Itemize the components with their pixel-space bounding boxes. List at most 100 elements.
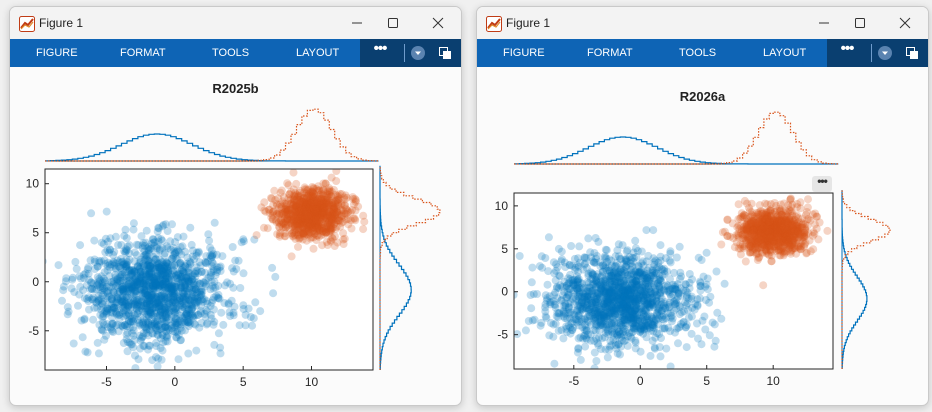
scatter-point (154, 320, 163, 329)
scatter-point (225, 308, 234, 317)
chevron-down-icon[interactable] (878, 46, 892, 60)
scatter-point (144, 306, 153, 315)
minimize-button[interactable] (814, 13, 834, 33)
scatter-point (197, 295, 206, 304)
scatter-point (169, 296, 178, 304)
scatter-point (607, 256, 616, 265)
scatter-point (757, 231, 766, 240)
scatter-point (59, 282, 68, 291)
scatter-point (309, 213, 318, 222)
scatter-point (151, 282, 160, 291)
title-bar[interactable]: Figure 1 (10, 7, 461, 39)
scatter-point (192, 346, 201, 355)
tab-format[interactable]: FORMAT (120, 47, 166, 59)
minimize-button[interactable] (347, 13, 367, 33)
maximize-button[interactable] (850, 13, 870, 33)
undock-icon[interactable] (438, 46, 452, 60)
scatter-point (596, 308, 605, 317)
more-options-button[interactable]: ••• (373, 40, 388, 57)
scatter-point (289, 185, 298, 194)
tab-figure[interactable]: FIGURE (36, 47, 78, 59)
scatter-point (529, 290, 538, 299)
scatter-point (322, 214, 331, 223)
tab-tools[interactable]: TOOLS (679, 47, 717, 59)
scatter-point (304, 191, 313, 200)
scatter-point (181, 261, 190, 270)
scatter-point (161, 313, 170, 322)
scatter-point (108, 313, 117, 322)
scatter-point (118, 292, 127, 301)
scatter-point (263, 224, 272, 233)
scatter-point (291, 228, 300, 237)
scatter-point (302, 200, 311, 209)
scatter-point (310, 227, 319, 236)
scatter-point (146, 308, 155, 317)
scatter-point (169, 302, 178, 311)
scatter-point (142, 325, 151, 334)
scatter-point (295, 206, 304, 215)
close-button[interactable] (428, 13, 448, 33)
scatter-point (185, 300, 193, 309)
scatter-point (194, 297, 203, 306)
scatter-point (304, 214, 313, 223)
scatter-series-1 (45, 207, 280, 389)
scatter-point (334, 196, 343, 205)
matlab-icon (19, 16, 35, 32)
scatter-point (130, 299, 139, 308)
scatter-point (311, 211, 320, 220)
tab-tools[interactable]: TOOLS (212, 47, 250, 59)
scatter-point (90, 255, 99, 264)
tab-figure[interactable]: FIGURE (503, 47, 545, 59)
scatter-point (317, 194, 325, 203)
scatter-point (153, 322, 162, 331)
scatter-point (646, 300, 655, 309)
scatter-point (321, 211, 330, 220)
tab-format[interactable]: FORMAT (587, 47, 633, 59)
scatter-point (148, 259, 157, 268)
scatter-point (111, 301, 120, 310)
tab-layout[interactable]: LAYOUT (296, 47, 340, 59)
scatter-point (123, 338, 132, 346)
chevron-down-icon[interactable] (411, 46, 425, 60)
scatter-point (320, 203, 329, 212)
tab-layout[interactable]: LAYOUT (763, 47, 807, 59)
scatter-point (151, 324, 160, 333)
scatter-point (162, 333, 171, 342)
scatter-point (99, 274, 108, 283)
scatter-point (323, 201, 332, 210)
scatter-point (198, 381, 206, 389)
scatter-point (204, 230, 213, 239)
scatter-point (203, 257, 212, 266)
more-options-button[interactable]: ••• (840, 40, 855, 57)
scatter-point (160, 293, 169, 302)
scatter-point (184, 318, 193, 327)
scatter-point (676, 268, 685, 277)
scatter-point (164, 324, 173, 333)
axes-background (45, 169, 373, 370)
scatter-point (305, 212, 314, 221)
scatter-point (207, 246, 216, 255)
scatter-point (167, 287, 176, 296)
undock-icon[interactable] (905, 46, 919, 60)
scatter-point (150, 276, 159, 285)
close-button[interactable] (895, 13, 915, 33)
scatter-point (132, 297, 141, 306)
scatter-point (316, 200, 325, 209)
scatter-point (192, 267, 201, 276)
scatter-point (601, 275, 610, 284)
title-bar[interactable]: Figure 1 (477, 7, 928, 39)
right-histogram-series-1 (379, 165, 412, 370)
scatter-point (304, 222, 313, 231)
scatter-point (152, 280, 161, 289)
scatter-point (156, 309, 165, 318)
maximize-button[interactable] (383, 13, 403, 33)
scatter-point (313, 205, 322, 214)
scatter-point (593, 312, 602, 321)
scatter-point (184, 306, 193, 314)
scatter-point (93, 280, 102, 289)
scatter-point (275, 217, 284, 226)
scatter-point (305, 205, 314, 213)
scatter-point (148, 264, 157, 272)
scatter-point (574, 296, 583, 305)
axes-toolbar-button[interactable]: ••• (812, 175, 832, 192)
